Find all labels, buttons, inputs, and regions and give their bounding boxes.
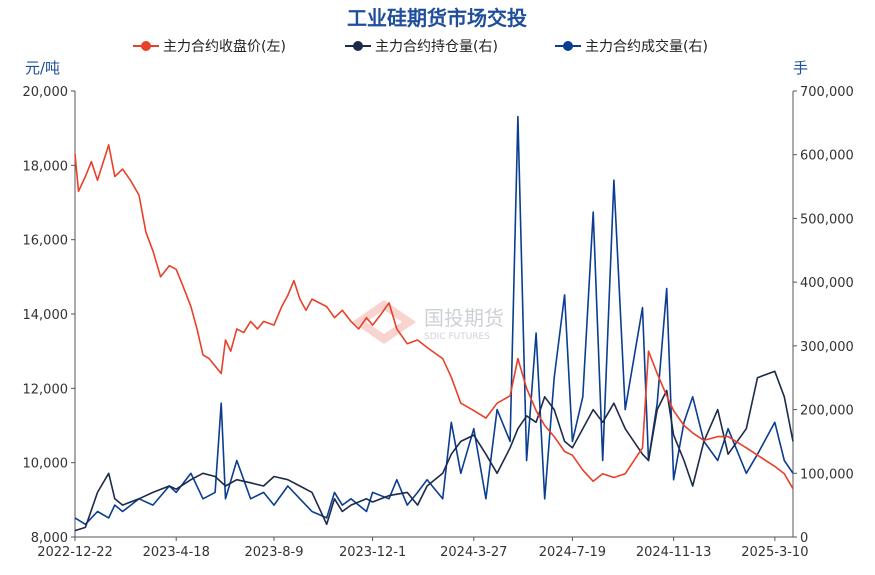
right-tick-label: 500,000 bbox=[800, 212, 854, 227]
legend-label: 主力合约持仓量(右) bbox=[375, 39, 498, 55]
legend-label: 主力合约收盘价(左) bbox=[163, 38, 286, 55]
legend: 主力合约收盘价(左) 主力合约持仓量(右) 主力合约成交量(右) bbox=[133, 38, 708, 55]
left-tick-label: 12,000 bbox=[23, 382, 69, 397]
axes: 20,000 18,000 16,000 14,000 12,000 10,000 8,00… bbox=[23, 85, 854, 560]
right-tick-label: 600,000 bbox=[800, 149, 854, 164]
right-axis-unit: 手 bbox=[793, 59, 808, 77]
x-tick-label: 2024-3-27 bbox=[440, 545, 507, 560]
left-tick-label: 20,000 bbox=[23, 85, 69, 100]
right-tick-label: 200,000 bbox=[800, 404, 854, 419]
right-tick-label: 300,000 bbox=[800, 340, 854, 355]
legend-label: 主力合约成交量(右) bbox=[585, 38, 708, 55]
x-tick-label: 2024-7-19 bbox=[539, 545, 606, 560]
right-tick-label: 700,000 bbox=[800, 85, 854, 100]
left-tick-label: 10,000 bbox=[23, 457, 69, 472]
right-tick-label: 400,000 bbox=[800, 276, 854, 291]
left-axis-unit: 元/吨 bbox=[25, 59, 60, 77]
watermark-subtext: SDIC FUTURES bbox=[424, 332, 490, 342]
left-tick-label: 14,000 bbox=[23, 308, 69, 323]
legend-marker bbox=[563, 41, 573, 51]
x-tick-label: 2024-11-13 bbox=[636, 545, 712, 560]
x-tick-label: 2022-12-22 bbox=[37, 545, 113, 560]
legend-marker bbox=[353, 41, 363, 51]
left-tick-label: 18,000 bbox=[23, 159, 69, 174]
x-tick-label: 2023-4-18 bbox=[143, 545, 210, 560]
right-tick-label: 100,000 bbox=[800, 467, 854, 482]
legend-marker bbox=[141, 41, 151, 51]
x-tick-label: 2023-8-9 bbox=[244, 545, 303, 560]
left-tick-label: 16,000 bbox=[23, 234, 69, 249]
x-tick-label: 2025-3-10 bbox=[741, 545, 808, 560]
series-line-0 bbox=[74, 144, 794, 490]
series-layer bbox=[74, 115, 794, 532]
series-line-2 bbox=[74, 115, 794, 526]
x-tick-label: 2023-12-1 bbox=[339, 545, 406, 560]
left-tick-label: 8,000 bbox=[31, 531, 68, 546]
watermark-logo: 国投期货 SDIC FUTURES bbox=[352, 300, 504, 344]
series-line-1 bbox=[74, 370, 794, 532]
right-tick-label: 0 bbox=[800, 531, 808, 546]
watermark-text: 国投期货 bbox=[424, 306, 504, 330]
chart-title: 工业硅期货市场交投 bbox=[347, 6, 527, 30]
